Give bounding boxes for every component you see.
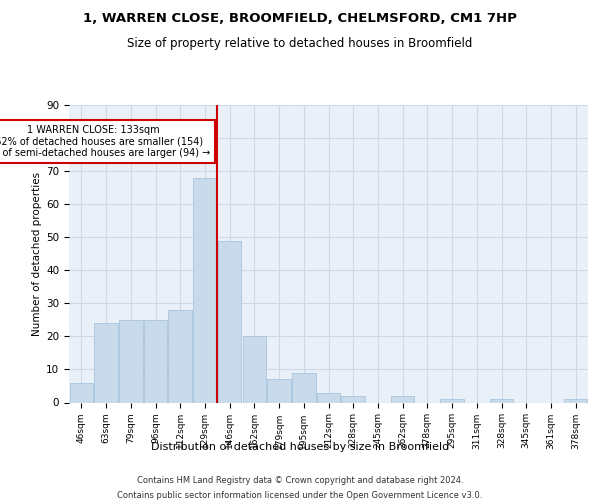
Bar — [440, 399, 464, 402]
Bar — [341, 396, 365, 402]
Text: Size of property relative to detached houses in Broomfield: Size of property relative to detached ho… — [127, 38, 473, 51]
Bar — [268, 380, 291, 402]
Bar — [144, 320, 167, 402]
Text: Distribution of detached houses by size in Broomfield: Distribution of detached houses by size … — [151, 442, 449, 452]
Text: Contains public sector information licensed under the Open Government Licence v3: Contains public sector information licen… — [118, 491, 482, 500]
Bar — [292, 373, 316, 402]
Bar — [391, 396, 415, 402]
Bar — [70, 382, 93, 402]
Bar — [119, 320, 143, 402]
Y-axis label: Number of detached properties: Number of detached properties — [32, 172, 42, 336]
Bar — [564, 399, 587, 402]
Text: 1 WARREN CLOSE: 133sqm
← 62% of detached houses are smaller (154)
38% of semi-de: 1 WARREN CLOSE: 133sqm ← 62% of detached… — [0, 125, 210, 158]
Bar — [490, 399, 513, 402]
Bar — [317, 392, 340, 402]
Text: Contains HM Land Registry data © Crown copyright and database right 2024.: Contains HM Land Registry data © Crown c… — [137, 476, 463, 485]
Bar — [193, 178, 217, 402]
Bar — [242, 336, 266, 402]
Text: 1, WARREN CLOSE, BROOMFIELD, CHELMSFORD, CM1 7HP: 1, WARREN CLOSE, BROOMFIELD, CHELMSFORD,… — [83, 12, 517, 26]
Bar — [218, 240, 241, 402]
Bar — [169, 310, 192, 402]
Bar — [94, 323, 118, 402]
